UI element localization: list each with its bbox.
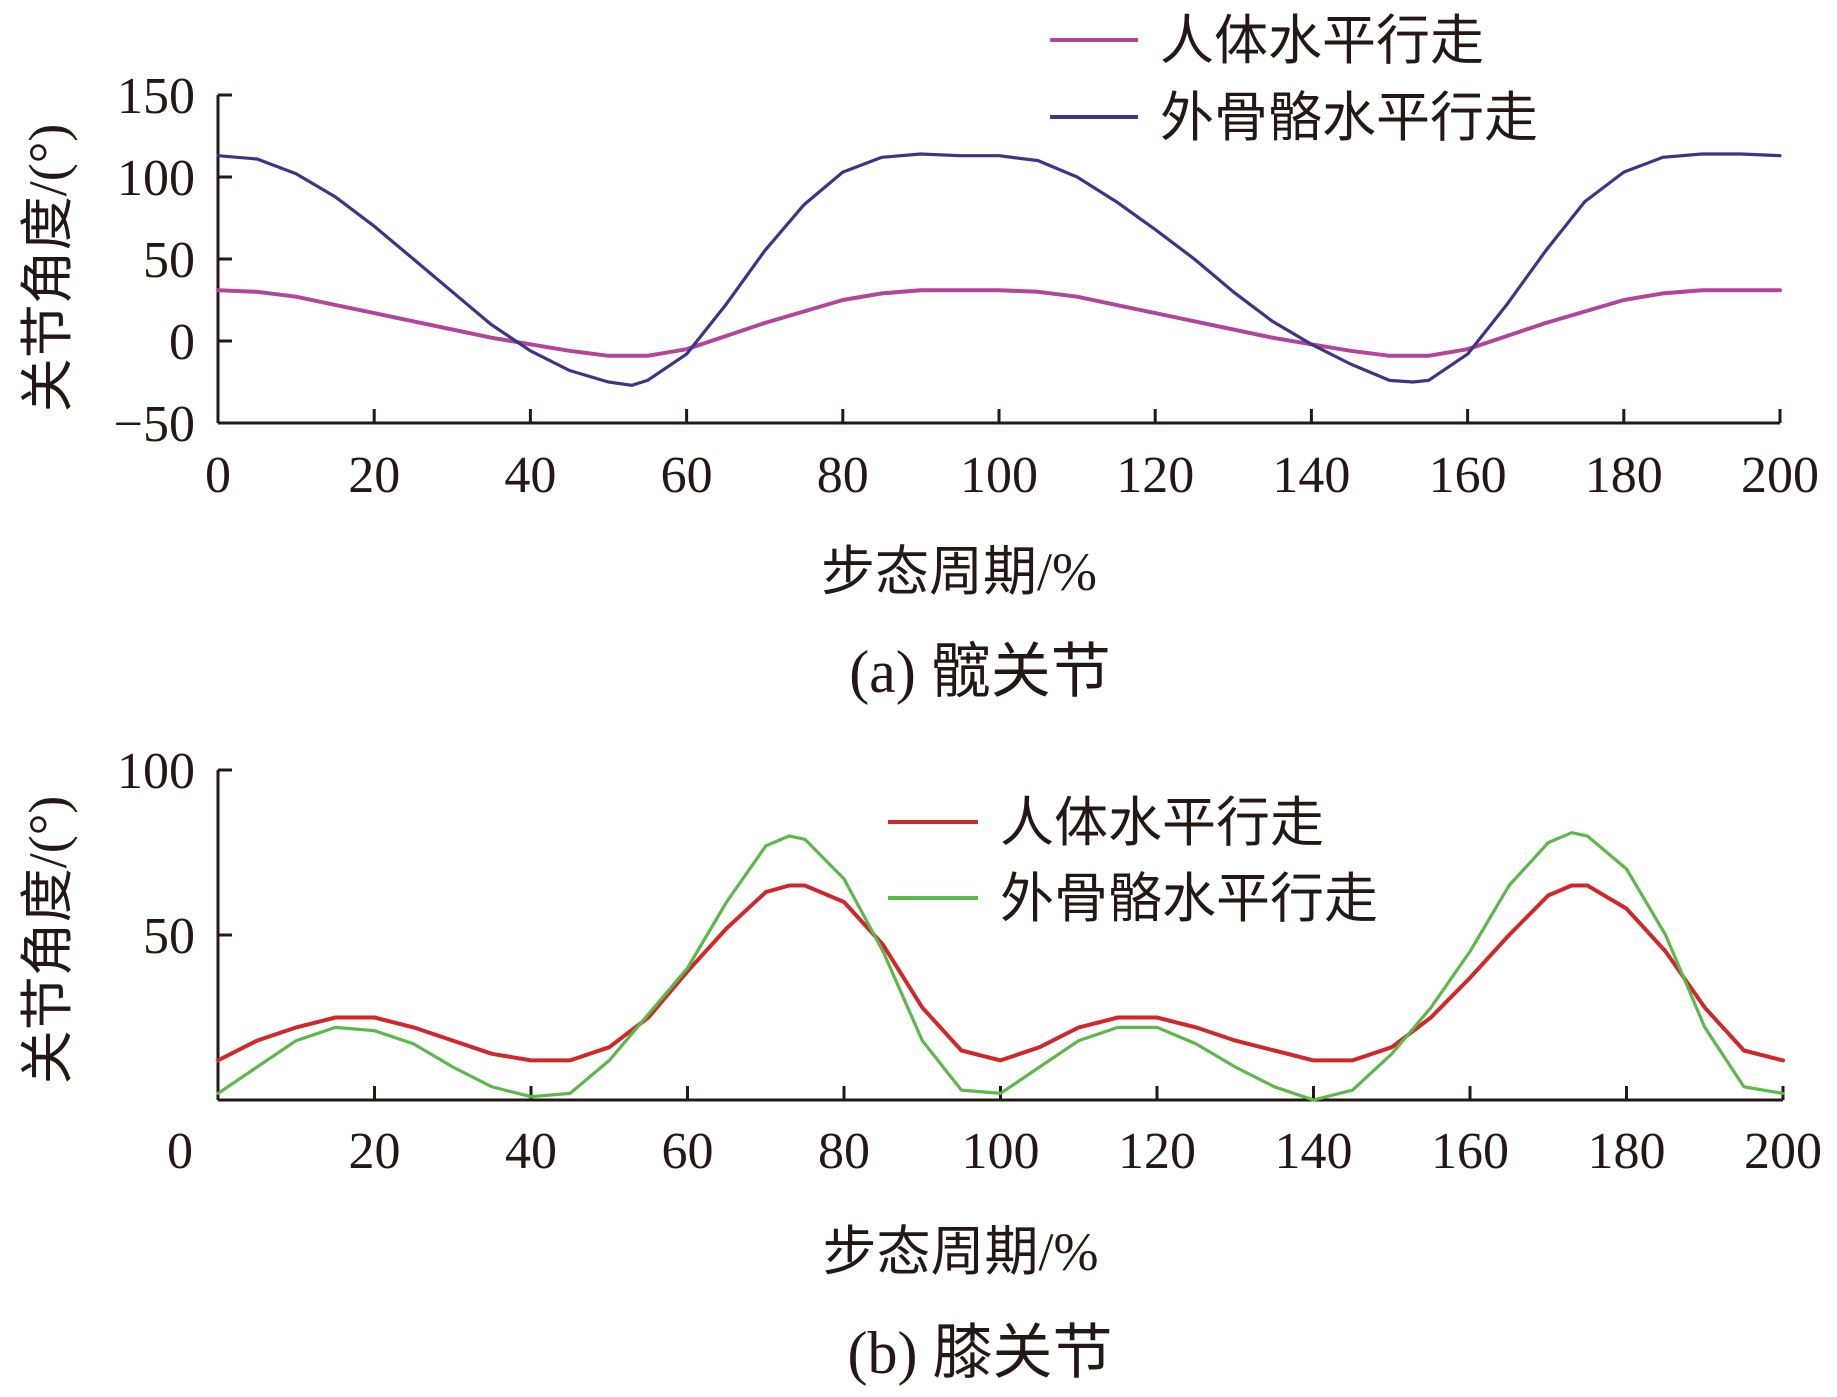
legend-label-1: 人体水平行走 <box>1000 793 1324 853</box>
y-tick-label: 150 <box>117 68 195 125</box>
y-tick-label: 50 <box>143 232 195 289</box>
x-tick-label: 180 <box>1585 447 1663 504</box>
series-line-1 <box>216 883 1785 1063</box>
x-tick-label: 0 <box>205 447 231 504</box>
panel-caption: (a) 髋关节 <box>849 639 1111 705</box>
panel-caption: (b) 膝关节 <box>848 1320 1113 1386</box>
y-tick-label: 0 <box>169 314 195 371</box>
x-tick-label: 200 <box>1744 1123 1822 1180</box>
x-tick-label: 80 <box>817 447 869 504</box>
x-tick-label: 100 <box>962 1123 1040 1180</box>
x-tick-label: 40 <box>504 447 556 504</box>
chart-panel-b: 0 20 40 60 80 100 120 140 160 180 200 50 100 关节角度/(°)… <box>18 743 1822 1386</box>
x-tick-label: 80 <box>818 1123 870 1180</box>
y-tick-label: 50 <box>143 908 195 965</box>
y-axis-label: 关节角度/(°) <box>18 124 78 413</box>
legend-label-2: 外骨骼水平行走 <box>1000 869 1378 929</box>
legend-label-2: 外骨骼水平行走 <box>1160 88 1538 148</box>
x-tick-label: 200 <box>1741 447 1819 504</box>
x-tick-label: 20 <box>348 447 400 504</box>
x-tick-label: 160 <box>1431 1123 1509 1180</box>
x-tick-label: 20 <box>349 1123 401 1180</box>
series-line-2 <box>216 831 1785 1102</box>
x-tick-label: 140 <box>1275 1123 1353 1180</box>
chart-panel-a: 0 20 40 60 80 100 120 140 160 180 200−50050100150关… <box>18 11 1819 705</box>
x-tick-label: 100 <box>960 447 1038 504</box>
x-tick-label: 40 <box>505 1123 557 1180</box>
y-tick-label: 100 <box>117 743 195 800</box>
x-tick-label: 160 <box>1429 447 1507 504</box>
x-axis-label: 步态周期/% <box>823 1222 1099 1282</box>
x-tick-label: 60 <box>662 1123 714 1180</box>
y-tick-label: −50 <box>114 396 195 453</box>
x-tick-label: 60 <box>661 447 713 504</box>
x-tick-label: 120 <box>1118 1123 1196 1180</box>
x-tick-label: 0 <box>167 1123 193 1180</box>
x-tick-label: 120 <box>1116 447 1194 504</box>
y-tick-label: 100 <box>117 150 195 207</box>
legend-label-1: 人体水平行走 <box>1160 11 1484 71</box>
series-line-2 <box>216 152 1782 387</box>
y-axis-label: 关节角度/(°) <box>18 796 78 1085</box>
x-tick-label: 180 <box>1588 1123 1666 1180</box>
x-axis-label: 步态周期/% <box>821 542 1097 602</box>
x-tick-label: 140 <box>1272 447 1350 504</box>
series-line-1 <box>216 288 1782 358</box>
